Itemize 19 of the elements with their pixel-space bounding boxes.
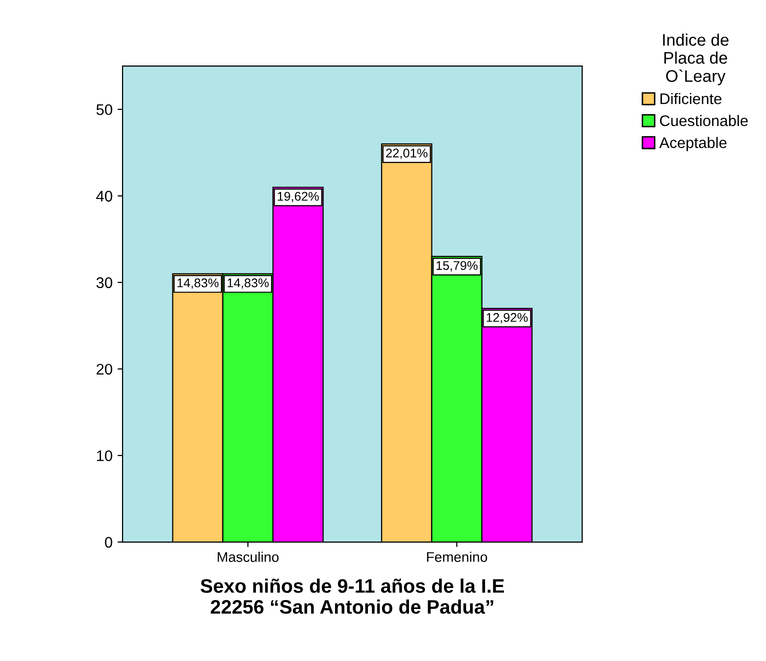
annotation: 14,83%	[228, 278, 269, 289]
annotation: 14,83%	[178, 278, 219, 289]
x-axis-title: Sexo niños de 9-11 años de la I.E 22256 “San Antonio de Padua”	[200, 578, 504, 614]
legend-title: Indice de Placa de O`Leary	[663, 34, 729, 86]
y-tick-label: 50	[96, 104, 112, 116]
x-tick-label: Masculino	[218, 552, 279, 562]
annotation: 19,62%	[278, 192, 319, 202]
x-tick-label: Femenino	[427, 552, 488, 562]
annotation: 12,92%	[486, 313, 528, 324]
annotation: 15,79%	[436, 261, 478, 272]
y-tick-label: 30	[96, 277, 112, 288]
y-tick-label: 0	[104, 536, 112, 548]
legend-label: Dificiente	[660, 92, 722, 104]
y-tick-label: 40	[96, 190, 112, 202]
legend-label: Aceptable	[659, 136, 727, 152]
annotation: 22,01%	[386, 148, 428, 159]
y-tick-label: 20	[96, 364, 112, 375]
legend-label: Cuestionable	[660, 114, 748, 126]
y-tick-label: 10	[97, 450, 112, 462]
